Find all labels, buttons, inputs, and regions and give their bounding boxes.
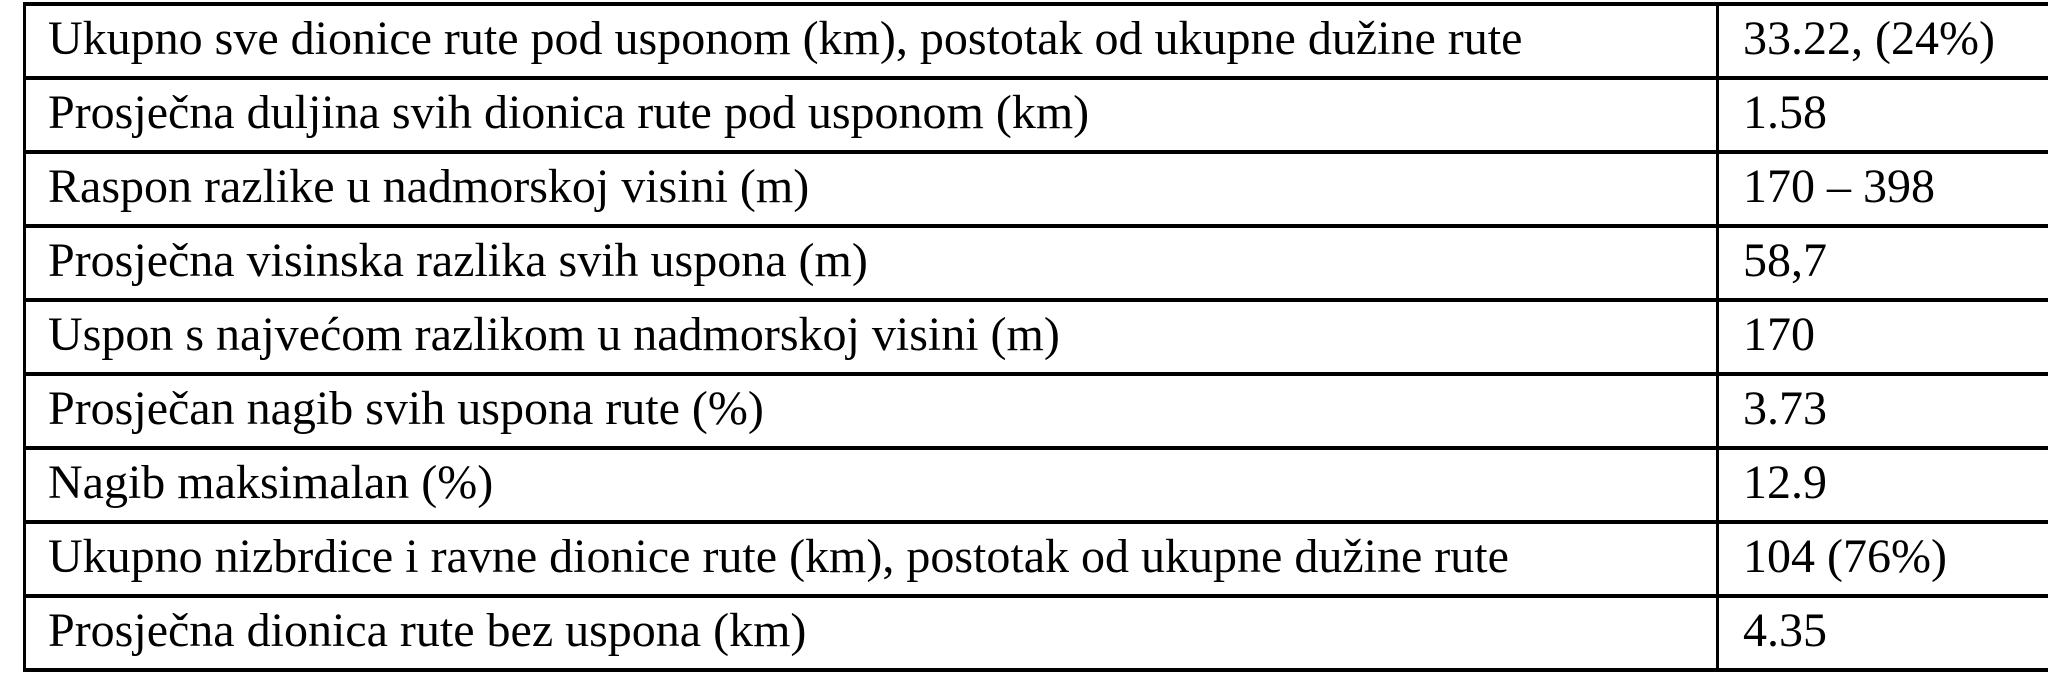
table-row: Raspon razlike u nadmorskoj visini (m) 1… [23,150,2048,228]
metric-label: Uspon s najvećom razlikom u nadmorskoj v… [23,298,1719,376]
metric-value: 1.58 [1716,76,2048,154]
metric-value: 4.35 [1716,594,2048,672]
metric-value: 3.73 [1716,372,2048,450]
metric-value: 104 (76%) [1716,520,2048,598]
metric-label: Ukupno nizbrdice i ravne dionice rute (k… [23,520,1719,598]
metric-label: Raspon razlike u nadmorskoj visini (m) [23,150,1719,228]
table-row: Prosječna dionica rute bez uspona (km) 4… [23,594,2048,672]
metric-value: 12.9 [1716,446,2048,524]
metric-value: 170 – 398 [1716,150,2048,228]
metric-label: Prosječan nagib svih uspona rute (%) [23,372,1719,450]
metric-label: Nagib maksimalan (%) [23,446,1719,524]
metric-value: 58,7 [1716,224,2048,302]
metric-label: Ukupno sve dionice rute pod usponom (km)… [23,2,1719,80]
metric-value: 170 [1716,298,2048,376]
metric-value: 33.22, (24%) [1716,2,2048,80]
table-row: Prosječna duljina svih dionica rute pod … [23,76,2048,154]
table-row: Uspon s najvećom razlikom u nadmorskoj v… [23,298,2048,376]
table-row: Prosječna visinska razlika svih uspona (… [23,224,2048,302]
metric-label: Prosječna duljina svih dionica rute pod … [23,76,1719,154]
metric-label: Prosječna visinska razlika svih uspona (… [23,224,1719,302]
table-body: Ukupno sve dionice rute pod usponom (km)… [23,2,2048,672]
table-row: Nagib maksimalan (%) 12.9 [23,446,2048,524]
table-row: Ukupno nizbrdice i ravne dionice rute (k… [23,520,2048,598]
table-row: Prosječan nagib svih uspona rute (%) 3.7… [23,372,2048,450]
metric-label: Prosječna dionica rute bez uspona (km) [23,594,1719,672]
route-statistics-table: Ukupno sve dionice rute pod usponom (km)… [23,2,2048,672]
table-row: Ukupno sve dionice rute pod usponom (km)… [23,2,2048,80]
